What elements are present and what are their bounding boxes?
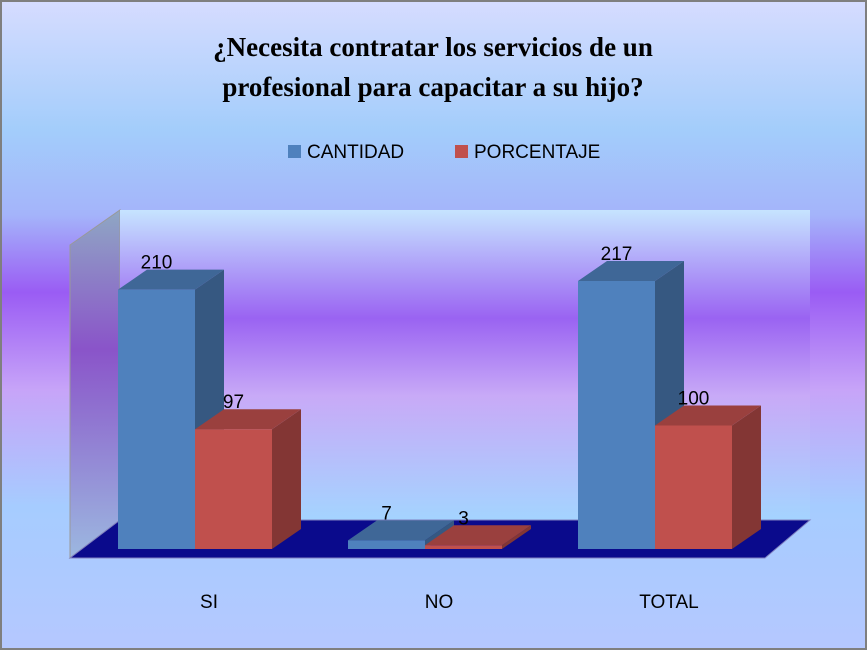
bar-side bbox=[502, 525, 531, 549]
bar-top bbox=[118, 269, 224, 290]
bar-front bbox=[118, 289, 195, 549]
bar-top bbox=[655, 405, 761, 426]
legend: CANTIDAD PORCENTAJE bbox=[288, 142, 600, 163]
data-label: 210 bbox=[141, 253, 173, 274]
data-label: 7 bbox=[381, 503, 392, 524]
bar-top bbox=[578, 261, 684, 281]
bar-front bbox=[348, 540, 425, 549]
data-label: 217 bbox=[601, 244, 633, 265]
bar-front bbox=[195, 429, 272, 549]
bar-front bbox=[655, 425, 732, 549]
data-label: 100 bbox=[678, 389, 710, 410]
data-label: 97 bbox=[223, 392, 244, 413]
bar bbox=[655, 405, 761, 549]
x-tick-label: SI bbox=[200, 592, 218, 613]
side-wall bbox=[69, 209, 121, 560]
bar-front bbox=[578, 281, 655, 549]
bar-front bbox=[425, 545, 502, 549]
bar bbox=[425, 525, 531, 549]
chart-title: ¿Necesita contratar los servicios de un bbox=[213, 32, 653, 62]
legend-swatch bbox=[288, 145, 301, 158]
x-tick-label: NO bbox=[425, 592, 454, 613]
bar bbox=[195, 409, 301, 549]
data-label: 3 bbox=[458, 508, 469, 529]
x-tick-label: TOTAL bbox=[639, 592, 698, 613]
bar-top bbox=[195, 409, 301, 430]
bar-side bbox=[732, 405, 761, 549]
bar-side bbox=[272, 409, 301, 549]
legend-label: CANTIDAD bbox=[307, 142, 404, 163]
bar-top bbox=[425, 525, 531, 546]
chart-title: profesional para capacitar a su hijo? bbox=[222, 72, 643, 102]
bar-top bbox=[348, 520, 454, 541]
legend-label: PORCENTAJE bbox=[474, 142, 600, 163]
legend-swatch bbox=[455, 145, 468, 158]
